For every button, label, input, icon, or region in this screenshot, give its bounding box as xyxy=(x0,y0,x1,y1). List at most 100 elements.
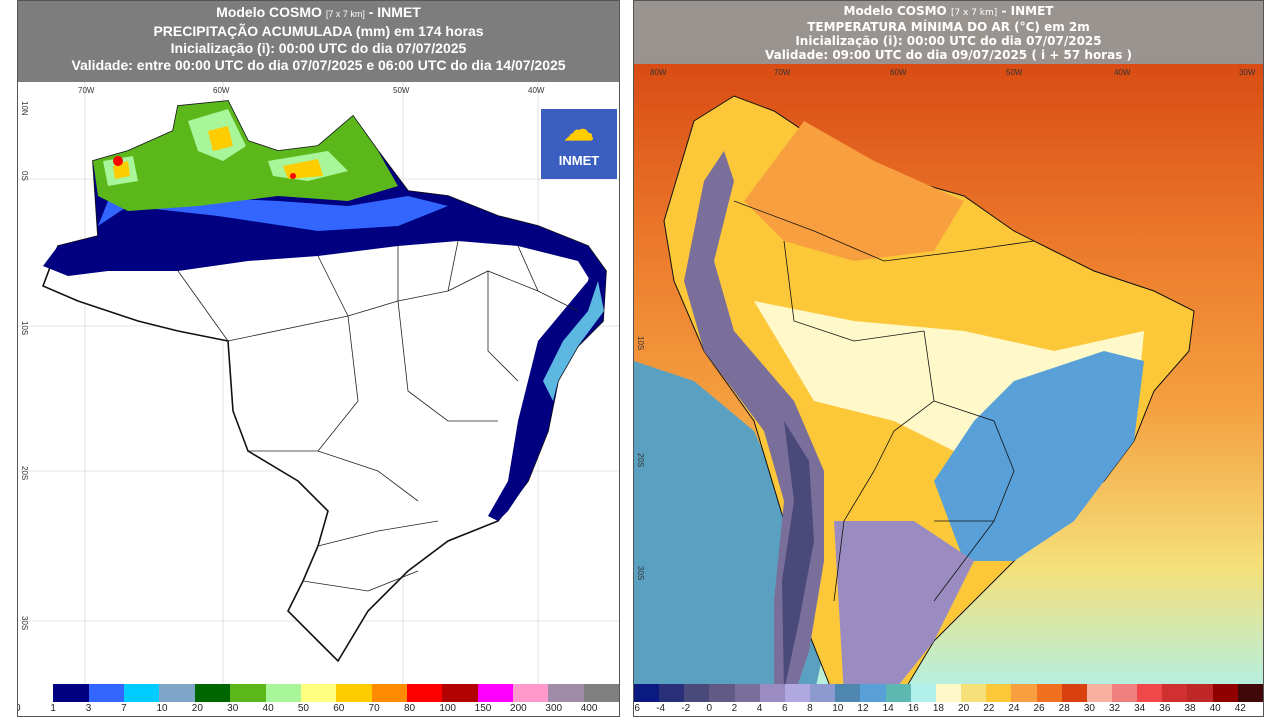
model-resolution: [7 x 7 km] xyxy=(325,9,365,19)
legend-swatch xyxy=(159,684,195,702)
legend-item: 22 xyxy=(983,684,1012,716)
warm-north-field xyxy=(744,121,964,261)
precip-yellow-area xyxy=(113,126,323,179)
sun-cloud-icon: ☁ xyxy=(564,114,594,147)
lat-tick: 30S xyxy=(20,616,29,631)
temperature-map xyxy=(634,56,1263,697)
inmet-logo: ☁ INMET xyxy=(541,109,617,179)
legend-item: 60 xyxy=(333,684,372,716)
precip-max-spot xyxy=(290,173,296,179)
lon-tick: 80W xyxy=(650,68,667,77)
legend-label: -6 xyxy=(634,703,640,714)
legend-label: -2 xyxy=(681,703,691,714)
precipitation-map xyxy=(18,79,619,691)
legend-label: 22 xyxy=(983,703,995,714)
legend-label: 10 xyxy=(832,703,844,714)
legend-item: -2 xyxy=(681,684,710,716)
legend-item: -4 xyxy=(656,684,685,716)
legend-label: 18 xyxy=(932,703,944,714)
legend-label: 50 xyxy=(297,703,309,714)
legend-label: 36 xyxy=(1159,703,1171,714)
legend-item: 70 xyxy=(368,684,407,716)
legend-item: 6 xyxy=(781,684,811,716)
legend-label: 24 xyxy=(1008,703,1020,714)
legend-label: 1 xyxy=(50,703,56,714)
precipitation-map-panel: Modelo COSMO [7 x 7 km] - INMET PRECIPIT… xyxy=(17,0,620,717)
lon-tick: 50W xyxy=(393,86,410,95)
legend-label: 30 xyxy=(1083,703,1095,714)
andes-coldest-core xyxy=(782,421,814,691)
legend-label: 12 xyxy=(857,703,869,714)
legend-item: 4 xyxy=(757,684,785,716)
precip-max-spot xyxy=(113,156,123,166)
temperature-color-legend: -6-4-20246810121416182022242628303234363… xyxy=(634,684,1263,716)
legend-item: 32 xyxy=(1109,684,1138,716)
legend-swatch xyxy=(53,684,89,702)
legend-item: 42 xyxy=(1234,684,1263,716)
legend-swatch xyxy=(88,684,125,702)
legend-swatch xyxy=(18,684,54,702)
legend-swatch xyxy=(336,684,372,702)
legend-label: 38 xyxy=(1184,703,1196,714)
legend-swatch xyxy=(1137,684,1163,702)
legend-item: 14 xyxy=(883,684,911,716)
legend-item: 10 xyxy=(156,684,195,716)
legend-item: 1 xyxy=(50,684,89,716)
precipitation-color-legend: 01 3 7 10 20 30 40 50 60 70 80 100 150 200 300 400 xyxy=(18,684,619,716)
legend-item: 16 xyxy=(908,684,936,716)
legend-label: 40 xyxy=(1209,703,1221,714)
lon-tick: 70W xyxy=(78,86,95,95)
lat-tick: 10N xyxy=(20,101,29,116)
init-time: Inicialização (i): 00:00 UTC do dia 07/0… xyxy=(795,34,1102,48)
legend-item: -6 xyxy=(634,684,660,716)
legend-swatch xyxy=(265,684,301,702)
temp-header: Modelo COSMO [7 x 7 km] - INMET TEMPERAT… xyxy=(634,1,1263,64)
legend-item: 38 xyxy=(1184,684,1213,716)
legend-label: 20 xyxy=(958,703,970,714)
legend-item: 40 xyxy=(1209,684,1238,716)
legend-swatch xyxy=(548,684,584,702)
legend-label: 28 xyxy=(1058,703,1070,714)
legend-label: 300 xyxy=(545,703,563,714)
validity-time: Validade: 09:00 UTC do dia 09/07/2025 ( … xyxy=(764,48,1133,62)
legend-label: 8 xyxy=(807,703,813,714)
legend-label: 42 xyxy=(1234,703,1246,714)
legend-swatch xyxy=(1162,684,1188,702)
legend-item: 20 xyxy=(958,684,987,716)
legend-label: 7 xyxy=(121,703,127,714)
lon-tick: 40W xyxy=(1114,68,1131,77)
legend-swatch xyxy=(1187,684,1213,702)
legend-label: 80 xyxy=(403,703,416,714)
legend-swatch xyxy=(442,684,478,702)
legend-swatch xyxy=(513,684,549,702)
legend-item: 0 xyxy=(706,684,735,716)
model-org: - INMET xyxy=(1001,4,1054,18)
model-title: Modelo COSMO xyxy=(843,4,947,18)
legend-swatch xyxy=(1086,684,1112,702)
lon-tick: 60W xyxy=(890,68,907,77)
legend-swatch xyxy=(709,684,735,702)
legend-label: -4 xyxy=(656,703,666,714)
legend-item: 2 xyxy=(732,684,760,716)
legend-item: 200 xyxy=(510,684,549,716)
legend-item: 40 xyxy=(263,684,301,716)
legend-item: 34 xyxy=(1134,684,1163,716)
lat-tick: 20S xyxy=(636,453,645,468)
legend-label: 200 xyxy=(510,703,527,714)
legend-swatch xyxy=(583,684,619,702)
legend-item: 100 xyxy=(439,684,478,716)
validity-time: Validade: entre 00:00 UTC do dia 07/07/2… xyxy=(71,57,566,73)
legend-label: 6 xyxy=(781,703,788,714)
legend-label: 0 xyxy=(706,703,713,714)
legend-item: 7 xyxy=(121,684,160,716)
legend-item: 30 xyxy=(227,684,266,716)
legend-swatch xyxy=(684,684,710,702)
legend-swatch xyxy=(1111,684,1138,702)
legend-swatch xyxy=(477,684,514,702)
legend-label: 70 xyxy=(368,703,380,714)
legend-label: 10 xyxy=(156,703,168,714)
country-borders xyxy=(733,200,1035,602)
legend-swatch xyxy=(300,684,337,702)
legend-item: 28 xyxy=(1058,684,1087,716)
legend-swatch xyxy=(835,684,861,702)
